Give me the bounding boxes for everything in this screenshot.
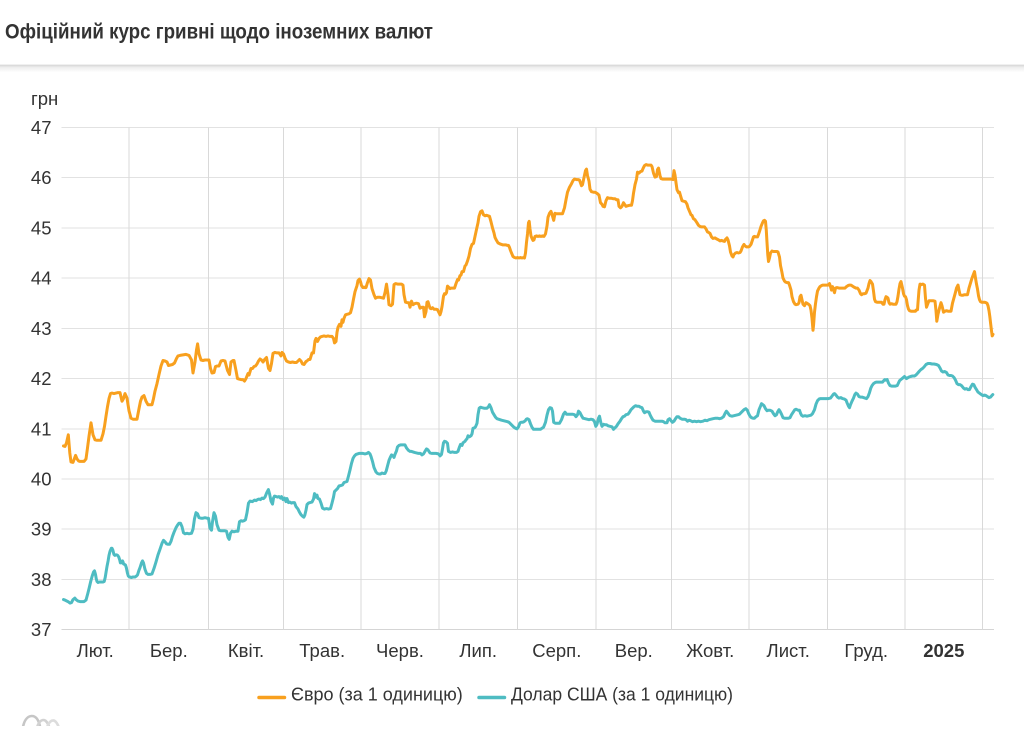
svg-text:46: 46	[31, 167, 52, 188]
svg-text:Серп.: Серп.	[532, 640, 581, 661]
svg-text:2025: 2025	[923, 640, 964, 661]
svg-text:Лист.: Лист.	[767, 640, 810, 661]
svg-text:Черв.: Черв.	[376, 640, 424, 661]
svg-text:42: 42	[31, 368, 52, 389]
svg-text:43: 43	[31, 318, 52, 339]
svg-text:Жовт.: Жовт.	[686, 640, 734, 661]
svg-text:Трав.: Трав.	[299, 640, 345, 661]
svg-text:41: 41	[31, 418, 52, 439]
svg-text:Груд.: Груд.	[844, 640, 888, 661]
svg-text:Долар США (за 1 одиницю): Долар США (за 1 одиницю)	[511, 685, 733, 705]
svg-text:39: 39	[31, 519, 52, 540]
svg-text:38: 38	[31, 569, 52, 590]
svg-text:47: 47	[31, 117, 52, 138]
svg-text:Офіційний курс гривні щодо іно: Офіційний курс гривні щодо іноземних вал…	[5, 21, 433, 44]
svg-text:45: 45	[31, 217, 52, 238]
svg-text:Вер.: Вер.	[615, 640, 653, 661]
svg-text:Євро (за 1 одиницю): Євро (за 1 одиницю)	[291, 685, 463, 705]
svg-text:40: 40	[31, 469, 52, 490]
svg-text:грн: грн	[31, 88, 58, 109]
svg-text:Лип.: Лип.	[459, 640, 497, 661]
svg-text:Лют.: Лют.	[77, 640, 114, 661]
svg-text:Квіт.: Квіт.	[228, 640, 264, 661]
svg-text:Бер.: Бер.	[150, 640, 188, 661]
svg-text:44: 44	[31, 268, 52, 289]
svg-text:37: 37	[31, 619, 52, 640]
